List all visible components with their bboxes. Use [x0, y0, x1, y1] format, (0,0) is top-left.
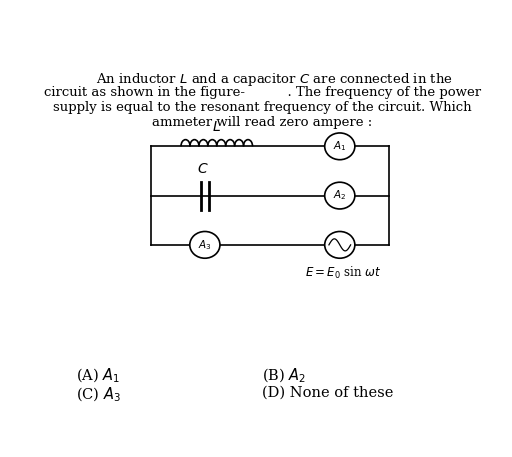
Circle shape — [325, 182, 355, 209]
Text: circuit as shown in the figure-          . The frequency of the power: circuit as shown in the figure- . The fr… — [44, 86, 481, 99]
Text: $A_2$: $A_2$ — [333, 189, 347, 202]
Circle shape — [325, 133, 355, 159]
Text: $A_1$: $A_1$ — [333, 139, 347, 153]
Text: (D) None of these: (D) None of these — [262, 386, 394, 399]
Text: An inductor $L$ and a capacitor $C$ are connected in the: An inductor $L$ and a capacitor $C$ are … — [96, 71, 453, 88]
Text: (A) $A_1$: (A) $A_1$ — [76, 366, 120, 385]
Text: $L$: $L$ — [212, 120, 221, 134]
Text: supply is equal to the resonant frequency of the circuit. Which: supply is equal to the resonant frequenc… — [53, 101, 472, 114]
Circle shape — [325, 232, 355, 258]
Text: (C) $A_3$: (C) $A_3$ — [76, 386, 121, 404]
Text: $E = E_0$ sin $\omega t$: $E = E_0$ sin $\omega t$ — [306, 265, 382, 282]
Text: $C$: $C$ — [197, 162, 209, 176]
Text: (B) $A_2$: (B) $A_2$ — [262, 366, 307, 385]
Circle shape — [190, 232, 220, 258]
Text: $A_3$: $A_3$ — [198, 238, 212, 252]
Text: ammeter will read zero ampere :: ammeter will read zero ampere : — [152, 116, 373, 129]
